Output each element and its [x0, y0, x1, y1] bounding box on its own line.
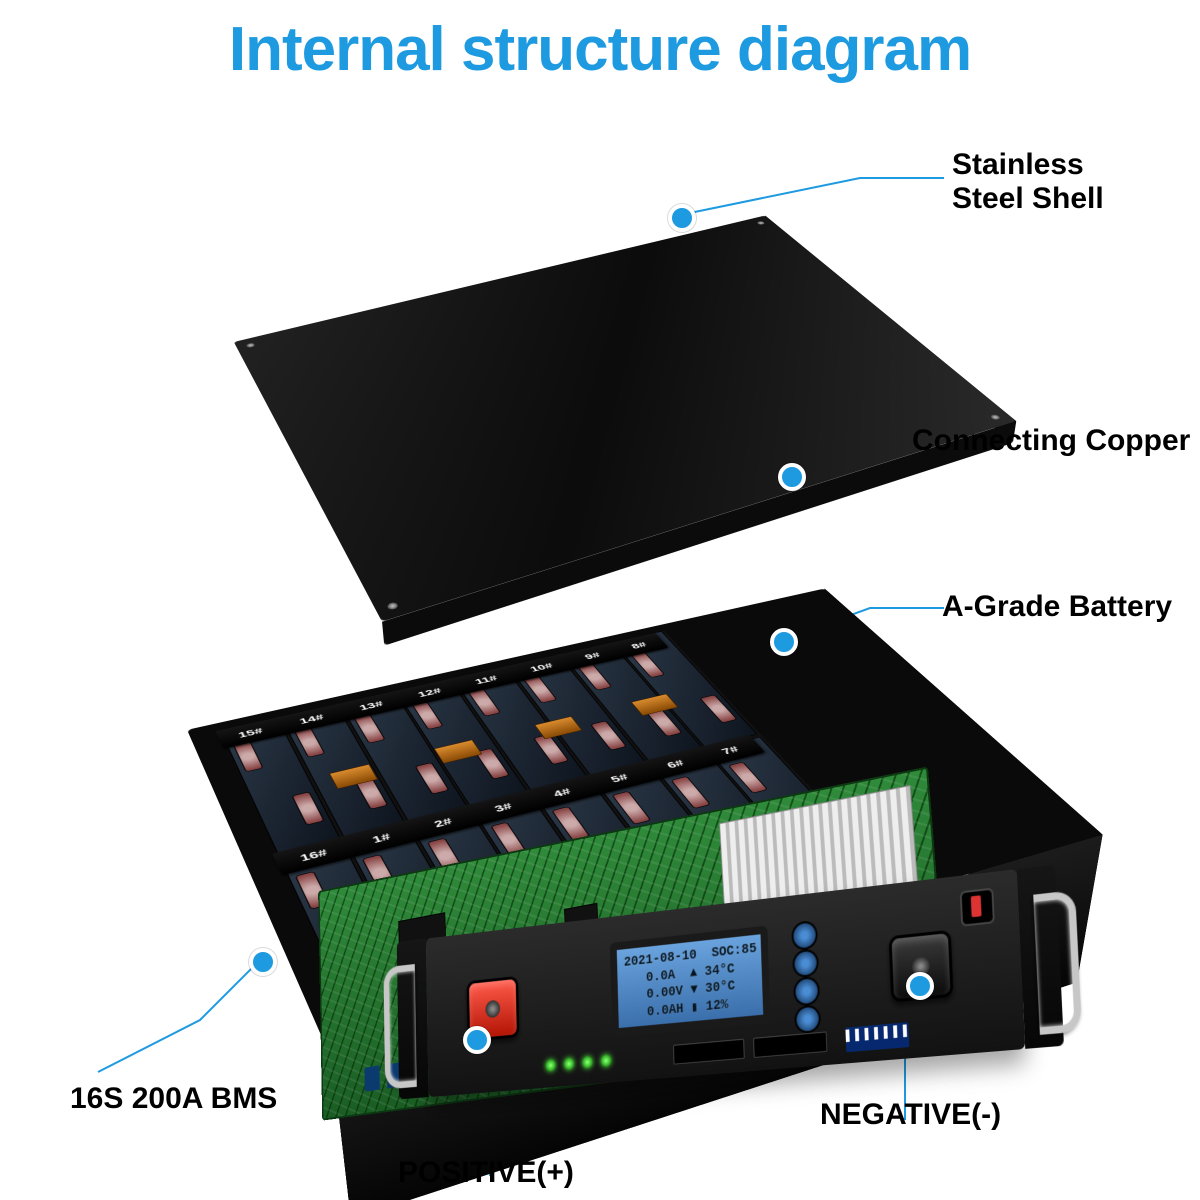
power-switch: [960, 888, 995, 927]
label-copper: Connecting Copper: [912, 424, 1190, 458]
dot-shell: [668, 204, 696, 232]
dip-switches: [845, 1022, 909, 1052]
panel-buttons: [791, 920, 823, 1034]
diagram-title: Internal structure diagram: [0, 14, 1200, 85]
diagram-stage: Internal structure diagram 15#14#13#12#1: [0, 0, 1200, 1200]
dot-negative: [906, 972, 934, 1000]
front-panel-layer: 2021-08-10 SOC:85 0.0A ▲ 34°C 0.00V ▼ 30…: [370, 905, 1040, 1115]
dot-battery: [770, 628, 798, 656]
dot-bms: [249, 948, 277, 976]
dot-copper: [778, 463, 806, 491]
lcd-display: 2021-08-10 SOC:85 0.0A ▲ 34°C 0.00V ▼ 30…: [610, 925, 771, 1036]
label-bms: 16S 200A BMS: [70, 1082, 277, 1116]
label-battery: A-Grade Battery: [942, 590, 1172, 624]
label-shell: Stainless Steel Shell: [952, 148, 1104, 216]
rack-handle-right: [1033, 890, 1082, 1035]
label-positive: POSITIVE(+): [398, 1156, 574, 1190]
label-negative: NEGATIVE(-): [820, 1098, 1001, 1132]
comm-ports: [673, 1031, 827, 1064]
status-leds: [546, 1051, 648, 1073]
dot-positive: [463, 1026, 491, 1054]
rack-handle-left: [383, 964, 416, 1089]
lid-layer: [290, 145, 930, 405]
